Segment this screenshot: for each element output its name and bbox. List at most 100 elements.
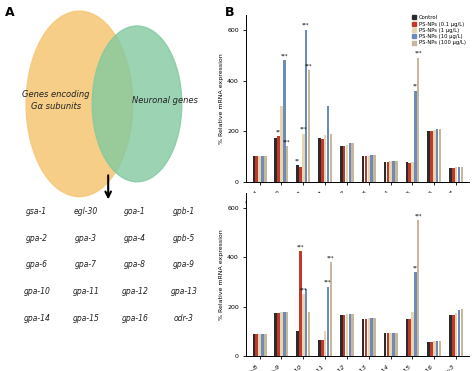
Bar: [351, 314, 354, 356]
Bar: [299, 167, 302, 182]
Bar: [327, 287, 329, 356]
Bar: [348, 314, 351, 356]
Bar: [324, 135, 327, 182]
Text: ***: ***: [283, 139, 291, 144]
Bar: [318, 340, 321, 356]
Bar: [409, 319, 411, 356]
Bar: [274, 138, 277, 182]
Bar: [411, 161, 414, 182]
Text: **: **: [276, 129, 281, 134]
Bar: [346, 314, 348, 356]
Bar: [449, 315, 452, 356]
Bar: [430, 131, 433, 182]
Text: gpa-16: gpa-16: [121, 314, 148, 323]
Bar: [302, 134, 304, 182]
Bar: [318, 138, 321, 182]
Text: **: **: [295, 158, 300, 163]
Circle shape: [92, 26, 182, 182]
Text: gpa-11: gpa-11: [73, 287, 99, 296]
Text: goa-1: goa-1: [124, 207, 146, 216]
Bar: [261, 334, 264, 356]
Text: gpa-9: gpa-9: [173, 260, 195, 269]
Bar: [329, 262, 332, 356]
Bar: [299, 251, 302, 356]
Text: ***: ***: [305, 63, 313, 69]
Bar: [274, 313, 277, 356]
Y-axis label: % Relative mRNA expression: % Relative mRNA expression: [219, 229, 224, 320]
Text: ***: ***: [327, 255, 335, 260]
Text: gpa-7: gpa-7: [75, 260, 97, 269]
Bar: [280, 312, 283, 356]
Bar: [406, 161, 408, 182]
Bar: [461, 309, 463, 356]
Text: ***: ***: [302, 23, 310, 28]
Text: Neuronal genes: Neuronal genes: [132, 96, 198, 105]
Bar: [261, 157, 264, 182]
Bar: [395, 334, 398, 356]
Bar: [449, 168, 452, 182]
Bar: [461, 167, 463, 182]
Bar: [411, 312, 414, 356]
Bar: [383, 161, 386, 182]
Bar: [365, 157, 367, 182]
Bar: [452, 168, 455, 182]
Bar: [436, 129, 438, 182]
Bar: [433, 130, 436, 182]
Bar: [389, 161, 392, 182]
Bar: [340, 147, 343, 182]
Bar: [277, 313, 280, 356]
Text: ***: ***: [300, 127, 307, 132]
Bar: [346, 145, 348, 182]
Bar: [395, 161, 398, 182]
Text: **: **: [413, 265, 418, 270]
Text: egl-30: egl-30: [73, 207, 98, 216]
Text: gpa-13: gpa-13: [171, 287, 197, 296]
Bar: [343, 315, 346, 356]
Text: gpa-6: gpa-6: [26, 260, 48, 269]
Bar: [370, 155, 373, 182]
Bar: [433, 341, 436, 356]
Bar: [430, 342, 433, 356]
Bar: [327, 106, 329, 182]
Bar: [296, 331, 299, 356]
Legend: Control, PS-NPs (0.1 μg/L), PS-NPs (1 μg/L), PS-NPs (10 μg/L), PS-NPs (100 μg/L): Control, PS-NPs (0.1 μg/L), PS-NPs (1 μg…: [410, 14, 466, 46]
Bar: [351, 142, 354, 182]
Bar: [436, 341, 438, 356]
Text: odr-3: odr-3: [174, 314, 194, 323]
Bar: [264, 334, 266, 356]
Bar: [417, 220, 419, 356]
Bar: [258, 334, 261, 356]
Bar: [417, 58, 419, 182]
Text: Genes encoding
Gα subunits: Genes encoding Gα subunits: [22, 90, 90, 111]
Bar: [296, 165, 299, 182]
Text: ***: ***: [414, 51, 422, 56]
Text: gpb-5: gpb-5: [173, 234, 195, 243]
Bar: [428, 131, 430, 182]
Bar: [392, 161, 395, 182]
Bar: [283, 312, 285, 356]
Bar: [428, 342, 430, 356]
Text: gpa-4: gpa-4: [124, 234, 146, 243]
Bar: [343, 147, 346, 182]
Text: gpa-3: gpa-3: [75, 234, 97, 243]
Bar: [365, 319, 367, 356]
Text: **: **: [413, 84, 418, 89]
Bar: [305, 30, 307, 182]
Text: B: B: [225, 6, 235, 19]
Bar: [308, 70, 310, 182]
Text: ***: ***: [297, 244, 304, 249]
Bar: [280, 106, 283, 182]
Text: gpa-12: gpa-12: [121, 287, 148, 296]
Bar: [455, 313, 457, 356]
Bar: [386, 161, 389, 182]
Bar: [362, 157, 365, 182]
Bar: [286, 312, 288, 356]
Bar: [439, 341, 441, 356]
Text: ***: ***: [281, 53, 288, 58]
Text: gpa-10: gpa-10: [23, 287, 50, 296]
Bar: [367, 318, 370, 356]
Text: gpa-14: gpa-14: [23, 314, 50, 323]
Bar: [414, 91, 417, 182]
Bar: [373, 318, 376, 356]
Bar: [253, 334, 255, 356]
